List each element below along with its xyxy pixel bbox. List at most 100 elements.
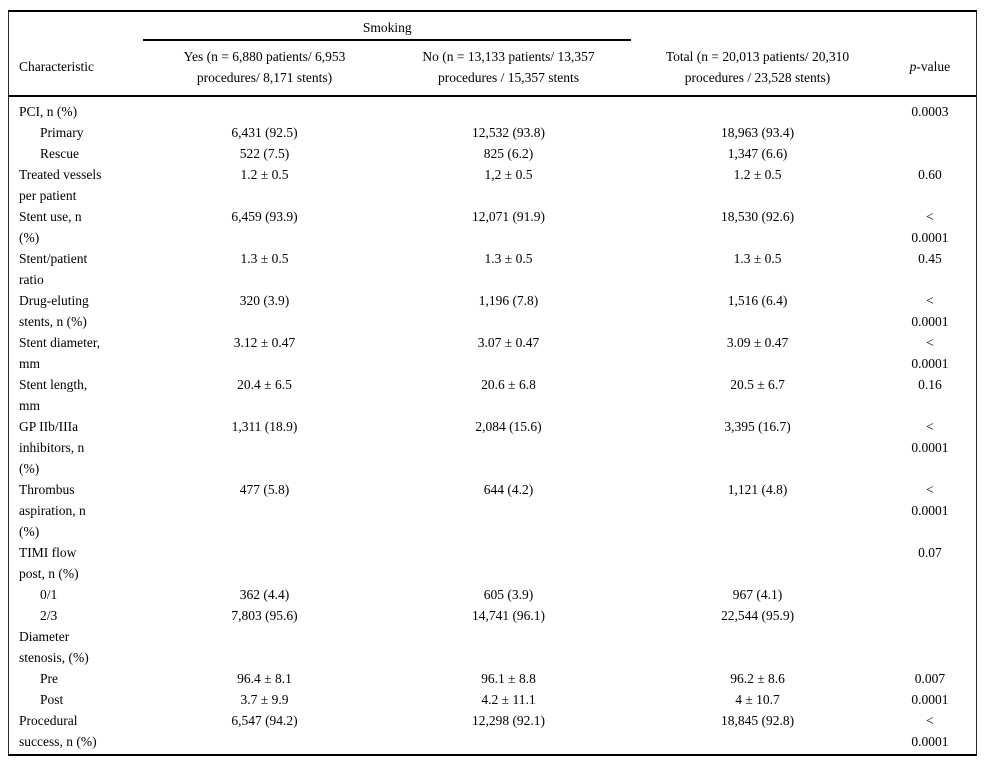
cell-no	[386, 96, 632, 122]
cell-total: 4 ± 10.7	[735, 692, 780, 707]
cell-p-value: < 0.0001	[911, 293, 949, 329]
cell-p-value: 0.45	[918, 251, 942, 266]
cell-yes: 3.12 ± 0.47	[233, 335, 296, 350]
col-header-total: Total (n = 20,013 patients/ 20,310 proce…	[631, 40, 884, 97]
cell-no: 825 (6.2)	[483, 146, 534, 161]
table-frame: Smoking Characteristic Yes (n = 6,880 pa…	[8, 10, 977, 756]
cell-characteristic: Diameter stenosis, (%)	[19, 629, 89, 665]
cell-characteristic: TIMI flow post, n (%)	[19, 545, 79, 581]
cell-no: 2,084 (15.6)	[475, 419, 542, 434]
cell-no	[386, 542, 632, 584]
cell-yes	[143, 96, 385, 122]
group-header-row: Smoking	[9, 12, 976, 41]
cell-characteristic: Pre	[40, 671, 58, 686]
cell-p-value	[884, 122, 976, 143]
table-row: Stent use, n (%) 6,459 (93.9) 12,071 (91.9…	[9, 206, 976, 248]
table-row: Pre 96.4 ± 8.1 96.1 ± 8.8 96.2 ± 8.6 0.007	[9, 668, 976, 689]
table-body: PCI, n (%) 0.0003 Primary 6,431 (92.5) 12,53…	[9, 96, 976, 752]
cell-no: 644 (4.2)	[483, 482, 534, 497]
cell-no: 20.6 ± 6.8	[481, 377, 536, 392]
cell-characteristic: Stent diameter, mm	[19, 335, 101, 371]
cell-characteristic: Post	[40, 692, 64, 707]
cell-no: 605 (3.9)	[483, 587, 534, 602]
cell-p-value: 0.60	[918, 167, 942, 182]
cell-p-value	[884, 605, 976, 626]
table-row: Stent length, mm 20.4 ± 6.5 20.6 ± 6.8 20.5…	[9, 374, 976, 416]
cell-characteristic: Stent/patient ratio	[19, 251, 88, 287]
cell-characteristic: 0/1	[40, 587, 58, 602]
cell-characteristic: Treated vessels per patient	[19, 167, 102, 203]
table-row: 2/3 7,803 (95.6) 14,741 (96.1) 22,544 (95.9…	[9, 605, 976, 626]
cell-yes: 6,431 (92.5)	[231, 125, 298, 140]
table-row: Procedural success, n (%) 6,547 (94.2) 12,…	[9, 710, 976, 752]
table-row: Primary 6,431 (92.5) 12,532 (93.8) 18,963 (…	[9, 122, 976, 143]
table-row: Drug-eluting stents, n (%) 320 (3.9) 1,196…	[9, 290, 976, 332]
cell-total: 967 (4.1)	[732, 587, 783, 602]
table-header: Smoking Characteristic Yes (n = 6,880 pa…	[9, 12, 976, 97]
col-header-characteristic: Characteristic	[9, 40, 144, 97]
cell-total: 3.09 ± 0.47	[726, 335, 789, 350]
table-row: Treated vessels per patient 1.2 ± 0.5 1,2 …	[9, 164, 976, 206]
cell-characteristic: GP IIb/IIIa inhibitors, n (%)	[19, 419, 85, 476]
cell-p-value: 0.0003	[911, 104, 949, 119]
col-header-yes: Yes (n = 6,880 patients/ 6,953 procedure…	[143, 40, 386, 97]
cell-p-value	[884, 143, 976, 164]
table-row: 0/1 362 (4.4) 605 (3.9) 967 (4.1)	[9, 584, 976, 605]
cell-no: 12,532 (93.8)	[471, 125, 546, 140]
cell-p-value	[884, 626, 976, 668]
cell-yes: 1.3 ± 0.5	[240, 251, 289, 266]
cell-total: 18,845 (92.8)	[720, 713, 795, 728]
cell-no: 3.07 ± 0.47	[477, 335, 540, 350]
cell-yes: 6,459 (93.9)	[231, 209, 298, 224]
cell-yes: 362 (4.4)	[239, 587, 290, 602]
cell-characteristic: PCI, n (%)	[19, 104, 78, 119]
table-row: TIMI flow post, n (%) 0.07	[9, 542, 976, 584]
cell-yes: 20.4 ± 6.5	[237, 377, 292, 392]
cell-no: 14,741 (96.1)	[471, 608, 546, 623]
cell-p-value: < 0.0001	[911, 209, 949, 245]
table-row: Stent diameter, mm 3.12 ± 0.47 3.07 ± 0.47…	[9, 332, 976, 374]
cell-total: 1,516 (6.4)	[727, 293, 788, 308]
cell-total: 1.2 ± 0.5	[733, 167, 782, 182]
cell-characteristic: Stent use, n (%)	[19, 209, 82, 245]
cell-yes: 7,803 (95.6)	[231, 608, 298, 623]
cell-p-value: 0.0001	[911, 692, 949, 707]
cell-total	[631, 626, 884, 668]
cell-yes	[143, 626, 385, 668]
cell-yes: 96.4 ± 8.1	[237, 671, 292, 686]
cell-characteristic: Rescue	[40, 146, 79, 161]
cell-characteristic: Drug-eluting stents, n (%)	[19, 293, 89, 329]
characteristics-table: Smoking Characteristic Yes (n = 6,880 pa…	[9, 12, 976, 752]
cell-total	[631, 542, 884, 584]
cell-total: 1.3 ± 0.5	[733, 251, 782, 266]
cell-characteristic: Procedural success, n (%)	[19, 713, 97, 749]
cell-total: 3,395 (16.7)	[724, 419, 791, 434]
table-row: Stent/patient ratio 1.3 ± 0.5 1.3 ± 0.5 1.3…	[9, 248, 976, 290]
table-row: Diameter stenosis, (%)	[9, 626, 976, 668]
cell-no: 1.3 ± 0.5	[484, 251, 533, 266]
table-row: PCI, n (%) 0.0003	[9, 96, 976, 122]
cell-total: 1,347 (6.6)	[727, 146, 788, 161]
cell-total: 20.5 ± 6.7	[730, 377, 785, 392]
table-row: Post 3.7 ± 9.9 4.2 ± 11.1 4 ± 10.7 0.0001	[9, 689, 976, 710]
cell-yes: 477 (5.8)	[239, 482, 290, 497]
cell-characteristic: Primary	[40, 125, 84, 140]
cell-yes: 1,311 (18.9)	[231, 419, 298, 434]
cell-total: 22,544 (95.9)	[720, 608, 795, 623]
group-header-spacer	[631, 12, 884, 40]
cell-characteristic: Thrombus aspiration, n (%)	[19, 482, 86, 539]
cell-p-value: 0.007	[914, 671, 946, 686]
p-value-rest: -value	[916, 59, 951, 74]
cell-p-value: < 0.0001	[911, 482, 949, 518]
cell-p-value: 0.07	[918, 545, 942, 560]
cell-yes: 1.2 ± 0.5	[240, 167, 289, 182]
p-value-italic-p: p	[909, 59, 917, 74]
cell-total: 18,963 (93.4)	[720, 125, 795, 140]
cell-total: 18,530 (92.6)	[720, 209, 795, 224]
cell-no: 1,196 (7.8)	[478, 293, 539, 308]
table-row: Thrombus aspiration, n (%) 477 (5.8) 644 (…	[9, 479, 976, 542]
cell-p-value: < 0.0001	[911, 335, 949, 371]
table-row: GP IIb/IIIa inhibitors, n (%) 1,311 (18.9…	[9, 416, 976, 479]
group-header-spacer	[9, 12, 143, 40]
cell-yes: 6,547 (94.2)	[231, 713, 298, 728]
